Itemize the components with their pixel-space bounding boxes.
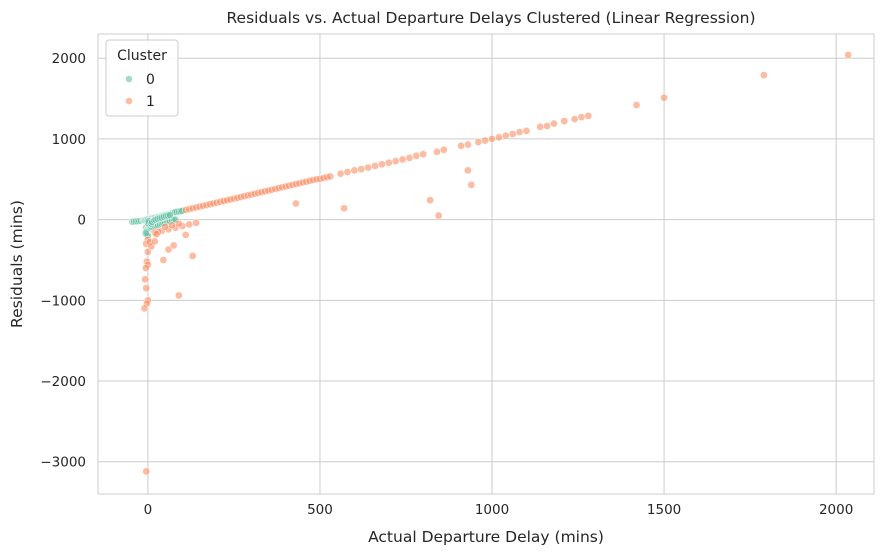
data-point: [464, 166, 472, 175]
data-point: [340, 204, 348, 213]
data-point: [632, 101, 641, 109]
data-point: [398, 155, 407, 164]
data-point: [168, 221, 176, 230]
data-point: [144, 248, 152, 256]
data-point: [364, 163, 372, 172]
x-tick-label: 2000: [819, 502, 853, 518]
y-tick-label: 2000: [52, 51, 86, 67]
data-point: [164, 245, 173, 254]
data-point: [433, 147, 441, 156]
y-axis-label: Residuals (mins): [8, 200, 26, 328]
data-point: [467, 181, 476, 189]
data-point: [760, 71, 768, 80]
data-point: [357, 165, 366, 174]
tick-labels: 0 500 1000 1500 2000 −3000 −2000 −1000 0 1000 2000: [40, 51, 853, 518]
data-point: [419, 150, 428, 159]
series-cluster-0: [128, 207, 187, 240]
data-point: [515, 128, 524, 136]
data-point: [384, 158, 393, 167]
y-tick-label: −2000: [40, 374, 86, 390]
x-tick-label: 0: [144, 502, 153, 518]
y-tick-label: 1000: [52, 132, 86, 148]
data-point: [142, 467, 151, 476]
data-point: [457, 141, 465, 150]
data-point: [391, 157, 400, 165]
data-point: [577, 113, 586, 121]
data-point: [495, 133, 503, 142]
data-point: [522, 126, 531, 135]
data-point: [141, 229, 150, 238]
data-point: [159, 256, 168, 264]
data-point: [141, 275, 149, 284]
data-point: [326, 172, 335, 181]
data-point: [426, 196, 434, 205]
data-point: [343, 168, 352, 176]
data-point: [152, 230, 161, 238]
data-point: [192, 218, 200, 227]
data-point: [584, 112, 593, 120]
data-point: [188, 252, 197, 260]
data-point: [185, 220, 194, 229]
legend-label-cluster-0: 0: [146, 72, 155, 88]
y-tick-label: −3000: [40, 455, 86, 471]
data-point: [536, 122, 545, 131]
data-point: [550, 119, 558, 128]
data-point: [336, 169, 345, 178]
chart-title: Residuals vs. Actual Departure Delays Cl…: [226, 9, 755, 27]
plot-frame: [97, 33, 875, 495]
x-axis-label: Actual Departure Delay (mins): [368, 528, 604, 546]
data-point: [175, 291, 183, 300]
legend-title: Cluster: [117, 48, 167, 64]
data-point: [543, 122, 551, 130]
data-point: [141, 264, 150, 272]
data-point: [474, 138, 483, 146]
data-point: [412, 152, 421, 160]
data-point: [488, 135, 496, 143]
x-tick-label: 500: [307, 502, 333, 518]
data-point: [140, 304, 149, 313]
data-point: [560, 117, 569, 126]
data-point: [439, 145, 448, 154]
series-cluster-1: [140, 51, 853, 476]
y-tick-label: −1000: [40, 293, 86, 309]
legend-label-cluster-1: 1: [146, 94, 155, 110]
data-point: [175, 219, 183, 228]
data-point: [181, 231, 190, 239]
data-point: [405, 154, 414, 162]
legend-box: [105, 39, 179, 117]
x-tick-label: 1000: [475, 502, 509, 518]
data-point: [660, 93, 668, 102]
x-tick-label: 1500: [647, 502, 681, 518]
data-point: [150, 237, 159, 246]
data-point: [166, 211, 174, 220]
data-point: [434, 211, 443, 220]
plot-area: [98, 34, 874, 494]
data-point: [570, 115, 579, 123]
data-point: [292, 199, 300, 208]
data-points: [128, 51, 853, 476]
data-point: [844, 51, 853, 59]
data-point: [501, 131, 510, 140]
data-point: [161, 223, 169, 231]
data-point: [350, 166, 359, 175]
data-point: [508, 130, 517, 138]
legend: Cluster 0 1: [105, 39, 179, 117]
data-point: [378, 160, 386, 169]
data-point: [371, 162, 379, 170]
data-point: [169, 241, 178, 250]
data-point: [481, 136, 489, 145]
data-point: [142, 284, 151, 293]
y-tick-label: 0: [77, 213, 86, 229]
legend-marker-cluster-1: [125, 97, 133, 105]
legend-marker-cluster-0: [125, 75, 133, 83]
data-point: [464, 140, 472, 149]
